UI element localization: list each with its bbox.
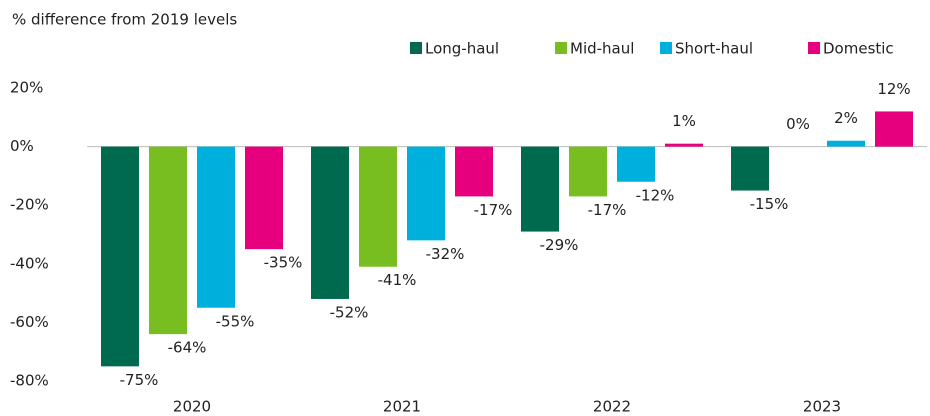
bar (665, 143, 703, 147)
y-tick-label: -80% (10, 372, 49, 390)
legend-label: Short-haul (675, 40, 753, 58)
x-tick-label: 2020 (173, 398, 211, 416)
bar (311, 146, 349, 299)
value-label: 0% (786, 115, 810, 133)
value-label: 1% (672, 112, 696, 130)
legend-label: Domestic (823, 40, 894, 58)
y-tick-label: -20% (10, 196, 49, 214)
legend-swatch (555, 42, 567, 54)
value-label: -12% (636, 186, 675, 204)
x-tick-label: 2021 (383, 398, 421, 416)
value-label: 12% (877, 80, 910, 98)
bar (407, 146, 445, 241)
y-tick-label: -40% (10, 254, 49, 272)
value-label: -32% (426, 245, 465, 263)
value-label: -35% (264, 254, 303, 272)
bar (731, 146, 769, 191)
value-label: -29% (540, 236, 579, 254)
value-label: -52% (330, 303, 369, 321)
x-tick-label: 2022 (593, 398, 631, 416)
bar (827, 140, 865, 147)
bar (455, 146, 493, 197)
bar (149, 146, 187, 335)
bar (197, 146, 235, 308)
value-label: 2% (834, 109, 858, 127)
legend-label: Long-haul (425, 40, 499, 58)
legend-swatch (660, 42, 672, 54)
x-tick-label: 2023 (803, 398, 841, 416)
value-label: -64% (168, 339, 207, 357)
bar (875, 111, 913, 147)
y-tick-label: 0% (10, 137, 34, 155)
bar (617, 146, 655, 182)
y-tick-label: -60% (10, 313, 49, 331)
legend-swatch (410, 42, 422, 54)
bar (245, 146, 283, 250)
value-label: -55% (216, 312, 255, 330)
value-label: -17% (588, 201, 627, 219)
value-label: -15% (750, 195, 789, 213)
legend-label: Mid-haul (570, 40, 634, 58)
value-label: -41% (378, 271, 417, 289)
legend-swatch (808, 42, 820, 54)
bar (359, 146, 397, 267)
y-axis-label: % difference from 2019 levels (12, 11, 237, 29)
value-label: -75% (120, 371, 159, 389)
bar (101, 146, 139, 367)
y-tick-label: 20% (10, 79, 43, 97)
bar (521, 146, 559, 232)
value-label: -17% (474, 201, 513, 219)
bar (569, 146, 607, 197)
